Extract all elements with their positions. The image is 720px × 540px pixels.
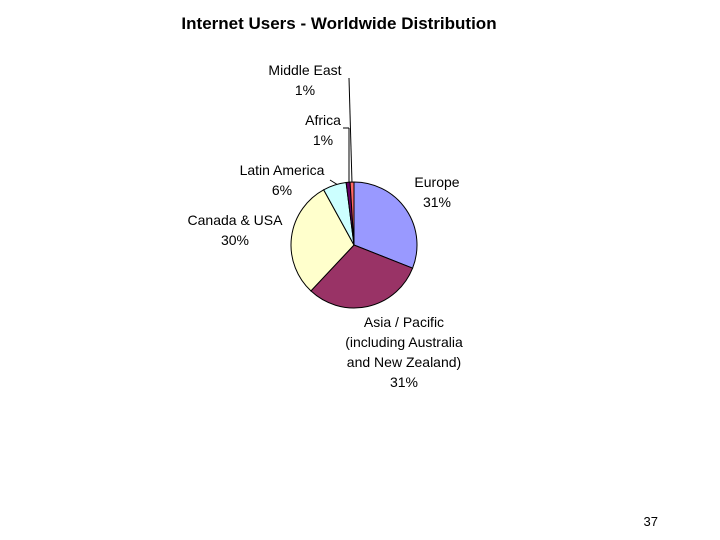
pie-slice <box>349 181 355 246</box>
category-label: Europe <box>414 174 460 190</box>
pie-slice <box>290 189 355 292</box>
value-label: 31% <box>422 194 452 210</box>
value-label: 1% <box>294 82 316 98</box>
category-label: Latin America <box>239 162 325 178</box>
value-label: 31% <box>389 374 419 390</box>
category-label: Canada & USA <box>187 212 283 228</box>
page-number: 37 <box>643 514 658 529</box>
pie-slice <box>353 181 418 269</box>
slice-label: Africa 1% <box>305 110 341 150</box>
slice-label: Middle East 1% <box>268 60 341 100</box>
value-label: 6% <box>271 182 293 198</box>
value-label: 1% <box>312 132 334 148</box>
leader-line <box>348 77 353 184</box>
pie-slice <box>310 244 414 309</box>
slice-label: Europe 31% <box>414 172 459 212</box>
category-label: Africa <box>305 112 341 128</box>
slice-label: Asia / Pacific (including Australia and … <box>340 312 468 392</box>
category-label: Middle East <box>268 62 342 78</box>
value-label: 30% <box>220 232 250 248</box>
chart-title: Internet Users - Worldwide Distribution <box>181 14 497 33</box>
slice-label: Latin America 6% <box>240 160 325 200</box>
slice-label: Canada & USA 30% <box>188 210 283 250</box>
category-label: Asia / Pacific (including Australia and … <box>345 314 463 370</box>
